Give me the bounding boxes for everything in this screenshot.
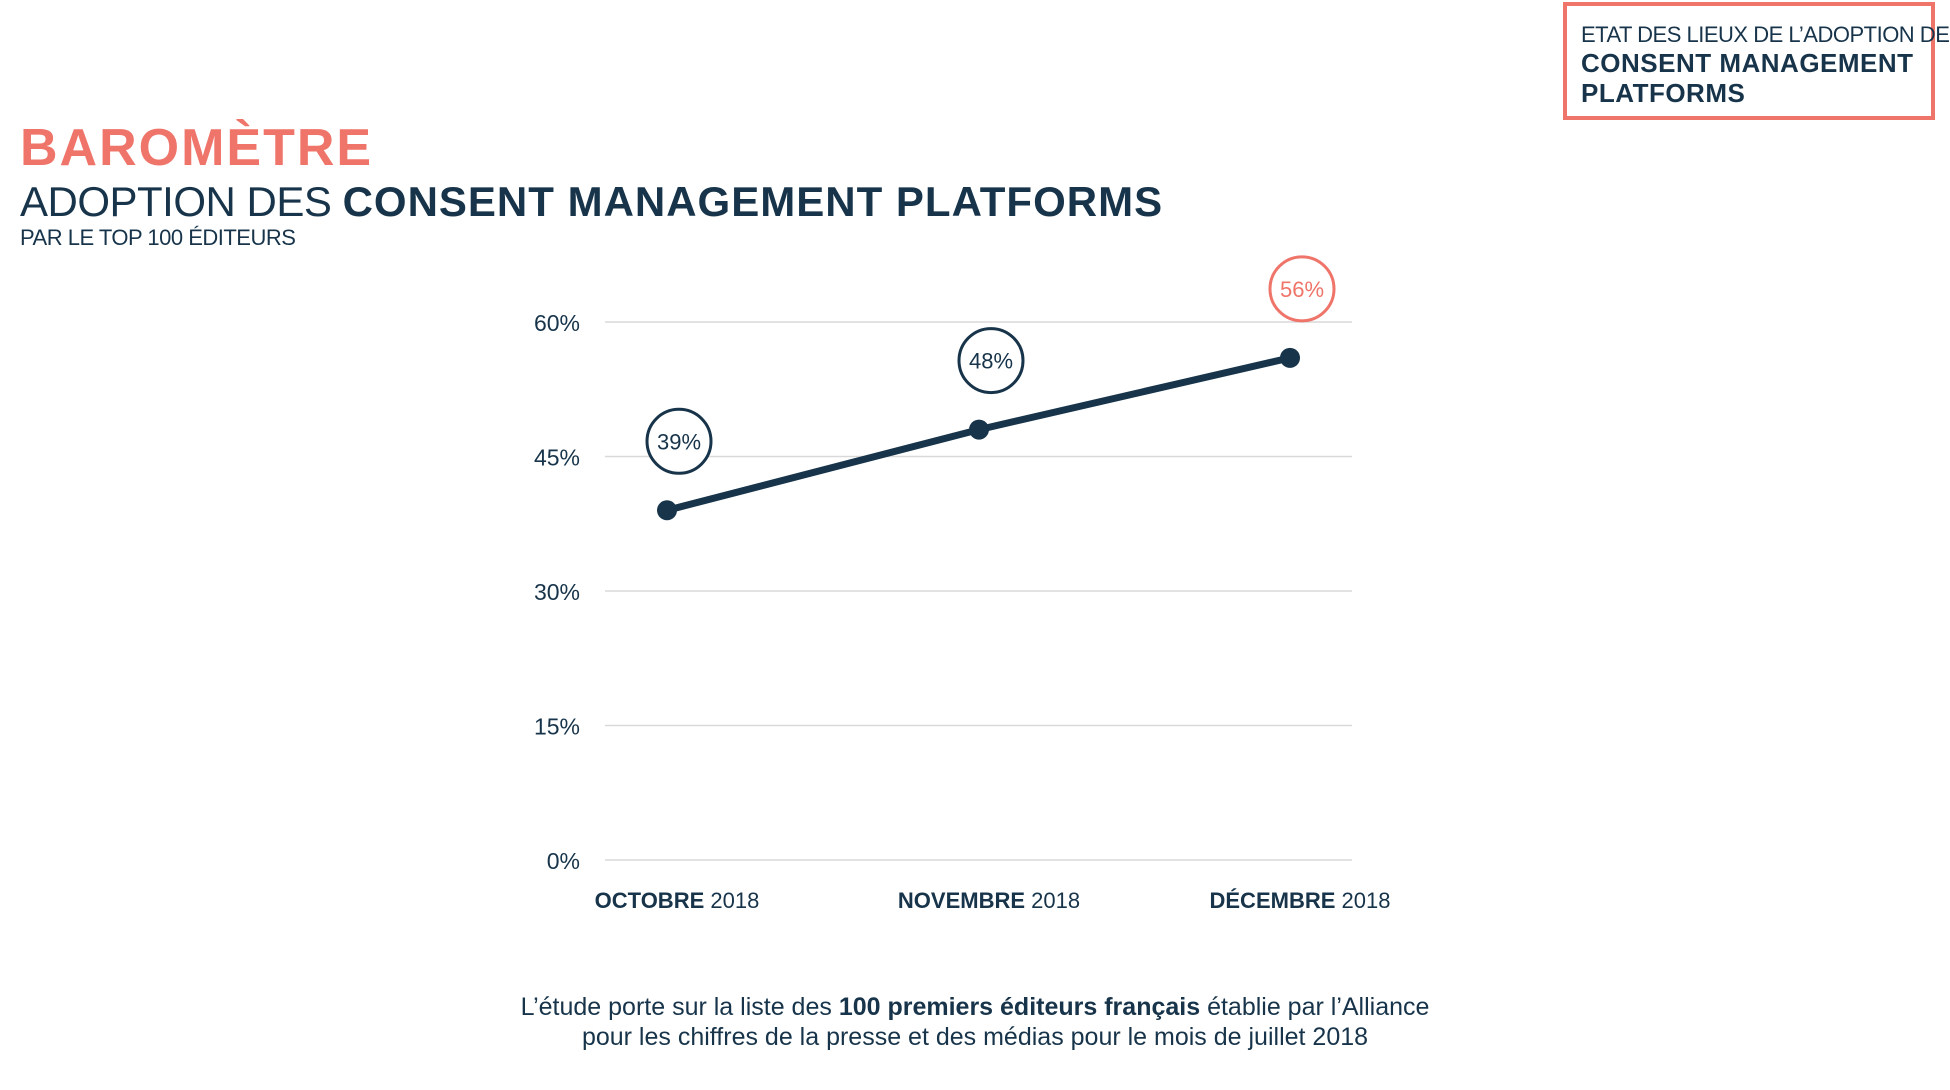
x-tick-year: 2018: [1031, 888, 1080, 913]
report-title-line1: ETAT DES LIEUX DE L’ADOPTION DES: [1581, 22, 1950, 47]
data-label: 56%: [1280, 277, 1324, 302]
x-tick-month: NOVEMBRE: [898, 888, 1025, 913]
x-tick-month: DÉCEMBRE: [1210, 888, 1336, 913]
report-title-box: ETAT DES LIEUX DE L’ADOPTION DES CONSENT…: [1563, 2, 1950, 120]
x-tick-year: 2018: [1342, 888, 1391, 913]
report-title-line3: PLATFORMS: [1581, 78, 1746, 108]
footnote-line1-pre: L’étude porte sur la liste des: [520, 993, 839, 1021]
data-point: [1280, 347, 1300, 368]
data-label-bubble: [645, 407, 713, 475]
footnote-line1-post: établie par l’Alliance: [1200, 993, 1430, 1021]
page-title: BAROMÈTRE: [20, 119, 374, 177]
x-tick-label: DÉCEMBRE 2018: [1210, 888, 1391, 913]
x-tick-label: NOVEMBRE 2018: [898, 888, 1080, 913]
footnote-line1: L’étude porte sur la liste des 100 premi…: [0, 992, 1950, 1022]
footnote-line2: pour les chiffres de la presse et des mé…: [581, 1023, 1369, 1051]
data-point: [657, 500, 677, 521]
subtitle-bold: CONSENT MANAGEMENT PLATFORMS: [342, 178, 1164, 225]
y-tick-label: 0%: [547, 848, 580, 874]
data-label-bubble: [1268, 255, 1336, 323]
y-tick-label: 60%: [534, 310, 580, 336]
x-tick-label: OCTOBRE 2018: [595, 888, 760, 913]
data-label: 39%: [657, 429, 701, 454]
subtitle-light: ADOPTION DES: [20, 178, 343, 225]
x-tick-month: OCTOBRE: [595, 888, 705, 913]
data-label-bubble: [957, 327, 1025, 395]
page-subtitle: ADOPTION DES CONSENT MANAGEMENT PLATFORM…: [20, 178, 1163, 226]
report-title-line2: CONSENT MANAGEMENT: [1581, 48, 1914, 78]
page-subtitle-small: PAR LE TOP 100 ÉDITEURS: [20, 225, 296, 250]
y-tick-label: 30%: [534, 579, 580, 605]
y-tick-label: 45%: [534, 445, 580, 471]
footnote-line1-bold: 100 premiers éditeurs français: [838, 993, 1201, 1021]
y-tick-label: 15%: [534, 714, 580, 740]
footnote: L’étude porte sur la liste des 100 premi…: [0, 992, 1950, 1052]
data-label: 48%: [969, 349, 1013, 374]
x-tick-year: 2018: [710, 888, 759, 913]
data-point: [969, 419, 989, 440]
